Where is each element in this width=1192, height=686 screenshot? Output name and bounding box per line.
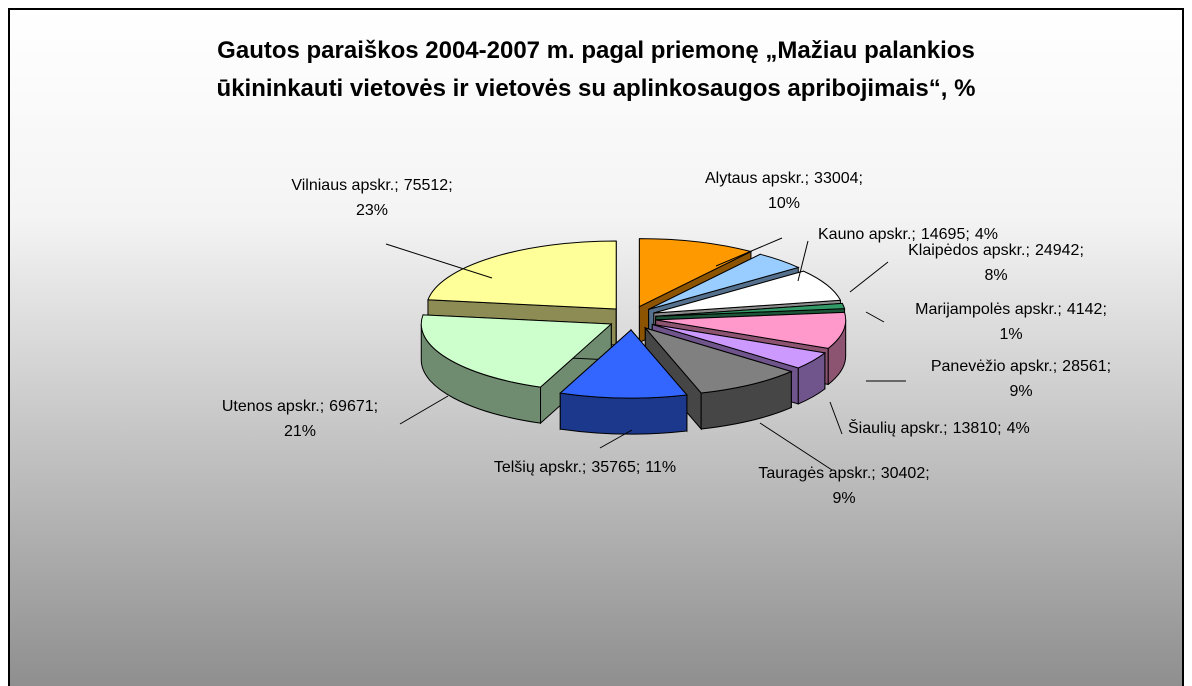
label-separator: ;: [943, 420, 947, 437]
leader-line: [865, 311, 885, 323]
label-category: Utenos apskr.: [222, 398, 320, 415]
label-percent: 9%: [832, 490, 855, 507]
data-label: 21%: [284, 423, 316, 440]
label-value: 69671: [329, 398, 374, 415]
label-separator: ;: [1026, 242, 1030, 259]
label-separator: ;: [871, 465, 875, 482]
label-category: Tauragės apskr.: [758, 465, 871, 482]
label-category: Kauno apskr.: [818, 226, 911, 243]
chart-title: ūkininkauti vietovės ir vietovės su apli…: [217, 75, 976, 102]
data-label: Utenos apskr.; 69671;: [222, 398, 378, 415]
label-value: 28561: [1062, 358, 1107, 375]
label-separator: ;: [636, 459, 640, 476]
label-value: 24942: [1035, 242, 1080, 259]
label-separator: ;: [448, 177, 452, 194]
label-percent: 1%: [999, 326, 1022, 343]
slice-top: [655, 302, 846, 317]
label-separator: ;: [911, 226, 915, 243]
label-category: Klaipėdos apskr.: [908, 242, 1025, 259]
pie-slice: [420, 314, 613, 425]
label-category: Alytaus apskr.: [705, 170, 805, 187]
label-percent: 23%: [356, 202, 388, 219]
data-label: 1%: [999, 326, 1022, 343]
slice-top: [638, 238, 753, 308]
leader-line: [797, 240, 809, 282]
leader-line: [849, 261, 889, 293]
data-label: 9%: [832, 490, 855, 507]
data-label: Šiaulių apskr.; 13810; 4%: [848, 418, 1030, 437]
label-percent: 4%: [1007, 420, 1030, 437]
label-category: Marijampolės apskr.: [915, 301, 1057, 318]
label-separator: ;: [1107, 358, 1111, 375]
label-category: Telšių apskr.: [494, 459, 582, 476]
slice-top: [559, 329, 688, 399]
label-separator: ;: [1057, 301, 1061, 318]
label-category: Šiaulių apskr.: [848, 418, 943, 437]
data-label: Tauragės apskr.; 30402;: [758, 465, 929, 482]
label-value: 30402: [881, 465, 926, 482]
slice-top: [652, 323, 827, 369]
label-separator: ;: [1053, 358, 1057, 375]
leader-line: [715, 237, 783, 267]
data-label: 23%: [356, 202, 388, 219]
label-category: Panevėžio apskr.: [931, 358, 1053, 375]
slice-top: [420, 314, 613, 388]
label-separator: ;: [582, 459, 586, 476]
label-separator: ;: [1079, 242, 1083, 259]
label-value: 13810: [953, 420, 998, 437]
label-separator: ;: [805, 170, 809, 187]
data-label: Klaipėdos apskr.; 24942;: [908, 242, 1084, 259]
data-label: 8%: [984, 267, 1007, 284]
label-value: 14695: [921, 226, 966, 243]
label-separator: ;: [320, 398, 324, 415]
label-separator: ;: [394, 177, 398, 194]
pie-slice: [559, 328, 688, 435]
label-percent: 21%: [284, 423, 316, 440]
leader-line: [829, 401, 843, 435]
data-label: Kauno apskr.; 14695; 4%: [818, 226, 998, 243]
label-category: Vilniaus apskr.: [291, 177, 394, 194]
leader-line: [399, 395, 449, 425]
label-separator: ;: [374, 398, 378, 415]
slice-top: [648, 253, 800, 310]
leader-line: [385, 243, 493, 279]
label-percent: 9%: [1009, 383, 1032, 400]
label-percent: 10%: [768, 195, 800, 212]
data-label: 10%: [768, 195, 800, 212]
label-value: 4142: [1067, 301, 1103, 318]
chart-title: Gautos paraiškos 2004-2007 m. pagal prie…: [217, 37, 975, 64]
slice-top: [643, 327, 793, 394]
data-label: Telšių apskr.; 35765; 11%: [494, 459, 676, 476]
label-percent: 4%: [975, 226, 998, 243]
slice-top: [655, 311, 847, 349]
data-label: Alytaus apskr.; 33004;: [705, 170, 863, 187]
leader-line: [599, 429, 633, 449]
slice-wall: [559, 392, 688, 435]
label-separator: ;: [997, 420, 1001, 437]
leader-line: [759, 422, 833, 471]
label-percent: 11%: [645, 459, 676, 476]
data-label: Marijampolės apskr.; 4142;: [915, 301, 1107, 318]
label-separator: ;: [925, 465, 929, 482]
data-label: 9%: [1009, 383, 1032, 400]
label-separator: ;: [1102, 301, 1106, 318]
label-value: 33004: [814, 170, 859, 187]
label-percent: 8%: [984, 267, 1007, 284]
label-separator: ;: [859, 170, 863, 187]
data-label: Panevėžio apskr.; 28561;: [931, 358, 1111, 375]
label-separator: ;: [965, 226, 969, 243]
label-value: 35765: [591, 459, 636, 476]
slice-top: [653, 270, 842, 314]
slice-top: [427, 240, 617, 310]
label-value: 75512: [404, 177, 449, 194]
data-label: Vilniaus apskr.; 75512;: [291, 177, 452, 194]
